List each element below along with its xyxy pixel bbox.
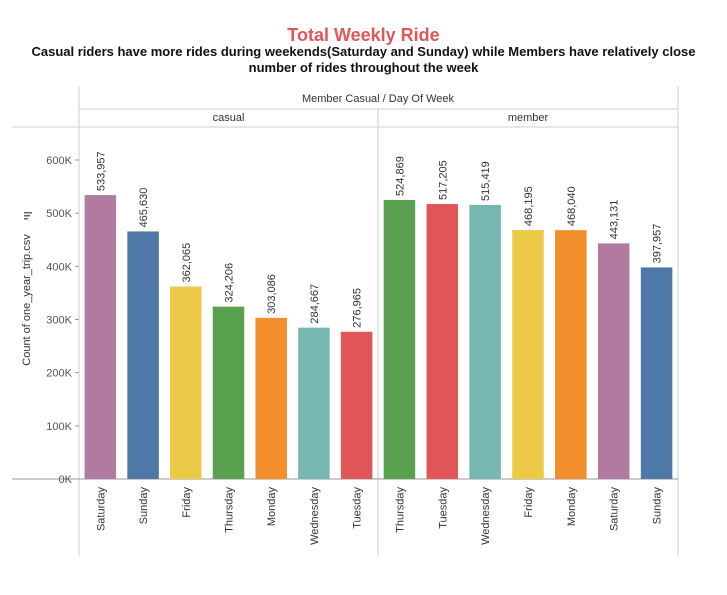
value-label: 465,630 (138, 188, 150, 228)
y-axis: 0K 100K 200K 300K 400K 500K 600K (46, 155, 79, 486)
sort-icon[interactable] (24, 212, 32, 220)
bar-casual-friday (170, 286, 202, 479)
bar-member-thursday (383, 199, 416, 479)
x-tick-label: Wednesday (480, 487, 492, 545)
y-tick-label: 100K (46, 421, 72, 433)
value-labels: 533,957 465,630 362,065 324,206 303,086 284,6… (95, 151, 663, 327)
y-tick-label: 600K (46, 155, 72, 167)
x-tick-label: Thursday (394, 487, 406, 533)
bar-casual-monday (255, 317, 287, 479)
value-label: 362,065 (181, 243, 193, 283)
value-label: 303,086 (266, 274, 278, 314)
chart-frame (12, 86, 679, 556)
bar-member-tuesday (426, 204, 459, 479)
value-label: 468,040 (566, 186, 578, 226)
value-label: 324,206 (224, 263, 236, 303)
value-label: 276,965 (352, 288, 364, 328)
x-tick-label: Thursday (224, 487, 236, 533)
x-tick-label: Tuesday (352, 487, 364, 529)
bar-casual-thursday (212, 306, 245, 479)
group-header-casual: casual (213, 112, 245, 124)
x-tick-label: Monday (266, 487, 278, 527)
x-tick-label: Tuesday (437, 487, 449, 529)
chart-title: Total Weekly Ride (287, 25, 440, 45)
x-tick-label: Monday (566, 487, 578, 527)
bar-casual-saturday (84, 195, 117, 479)
bar-casual-wednesday (298, 327, 330, 479)
y-axis-label: Count of one_year_trip.csv (21, 234, 33, 366)
group-headers: casual member (213, 112, 549, 124)
value-label: 524,869 (394, 156, 406, 196)
value-label: 397,957 (652, 224, 664, 264)
x-tick-label: Friday (181, 487, 193, 518)
bar-casual-sunday (127, 231, 159, 479)
bars (84, 195, 673, 479)
group-header-member: member (508, 112, 549, 124)
y-tick-label: 500K (46, 208, 72, 220)
y-tick-label: 300K (46, 315, 72, 327)
value-label: 443,131 (609, 200, 621, 240)
chart-subtitle: Casual riders have more rides during wee… (31, 44, 696, 75)
y-tick-label: 0K (59, 474, 73, 486)
x-tick-label: Sunday (652, 487, 664, 525)
x-tick-label: Sunday (138, 487, 150, 525)
bar-member-sunday (640, 267, 673, 479)
x-tick-label: Saturday (609, 487, 621, 532)
bar-member-friday (512, 230, 544, 479)
x-tick-label: Wednesday (309, 487, 321, 545)
value-label: 468,195 (523, 186, 535, 226)
y-tick-label: 200K (46, 368, 72, 380)
bar-member-wednesday (469, 204, 501, 479)
column-header: Member Casual / Day Of Week (302, 93, 455, 105)
x-axis: Saturday Sunday Friday Thursday Monday Wednes… (95, 487, 663, 545)
x-tick-label: Saturday (95, 487, 107, 532)
y-tick-label: 400K (46, 261, 72, 273)
value-label: 515,419 (480, 161, 492, 201)
bar-member-monday (555, 230, 587, 479)
value-label: 284,667 (309, 284, 321, 324)
bar-casual-tuesday (340, 331, 373, 479)
value-label: 533,957 (95, 151, 107, 191)
bar-member-saturday (597, 243, 630, 479)
value-label: 517,205 (437, 160, 449, 200)
x-tick-label: Friday (523, 487, 535, 518)
